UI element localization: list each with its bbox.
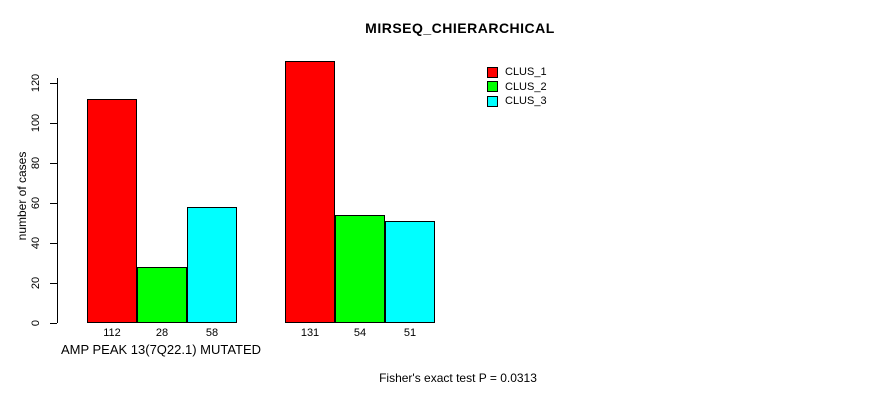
y-tick-label: 120 xyxy=(30,73,42,93)
bar-clus_2-group1 xyxy=(137,267,187,323)
y-axis-tick xyxy=(50,243,57,244)
bar-clus_1-group1 xyxy=(87,99,137,323)
bar-clus_1-group2 xyxy=(285,61,335,323)
legend-swatch-clus-3 xyxy=(487,95,498,107)
bar-clus_3-group1 xyxy=(187,207,237,323)
legend-label-clus-2: CLUS_2 xyxy=(505,80,547,93)
x-axis-title: AMP PEAK 13(7Q22.1) MUTATED xyxy=(60,342,262,357)
legend-swatch-clus-2 xyxy=(487,81,498,93)
y-axis-tick xyxy=(50,283,57,284)
bar-value-label: 58 xyxy=(205,327,219,339)
bar-clus_3-group2 xyxy=(385,221,435,323)
y-axis-tick xyxy=(50,83,57,84)
legend-swatch-clus-1 xyxy=(487,66,498,78)
y-axis-line xyxy=(57,78,58,323)
y-axis-tick xyxy=(50,203,57,204)
legend-label-clus-1: CLUS_1 xyxy=(505,66,547,79)
y-tick-label: 20 xyxy=(30,276,42,290)
bar-value-label: 28 xyxy=(155,327,169,339)
y-tick-label: 40 xyxy=(30,236,42,250)
y-axis-tick xyxy=(50,163,57,164)
legend-row: CLUS_2 xyxy=(487,80,547,95)
chart-title: MIRSEQ_CHIERARCHICAL xyxy=(365,20,555,36)
y-axis-tick xyxy=(50,323,57,324)
legend-label-clus-3: CLUS_3 xyxy=(505,95,547,108)
y-axis-title: number of cases xyxy=(15,151,29,241)
bar-value-label: 131 xyxy=(300,327,320,339)
y-tick-label: 100 xyxy=(30,113,42,133)
bar-value-label: 112 xyxy=(103,327,121,339)
y-axis-tick xyxy=(50,123,57,124)
y-tick-label: 0 xyxy=(30,319,42,327)
fisher-test-annotation: Fisher's exact test P = 0.0313 xyxy=(379,371,537,385)
bar-value-label: 51 xyxy=(403,327,417,339)
legend-row: CLUS_1 xyxy=(487,65,547,80)
legend-row: CLUS_3 xyxy=(487,94,547,109)
y-tick-label: 60 xyxy=(30,196,42,210)
bar-value-label: 54 xyxy=(353,327,367,339)
y-tick-label: 80 xyxy=(30,156,42,170)
legend: CLUS_1 CLUS_2 CLUS_3 xyxy=(487,65,547,109)
bar-clus_2-group2 xyxy=(335,215,385,323)
